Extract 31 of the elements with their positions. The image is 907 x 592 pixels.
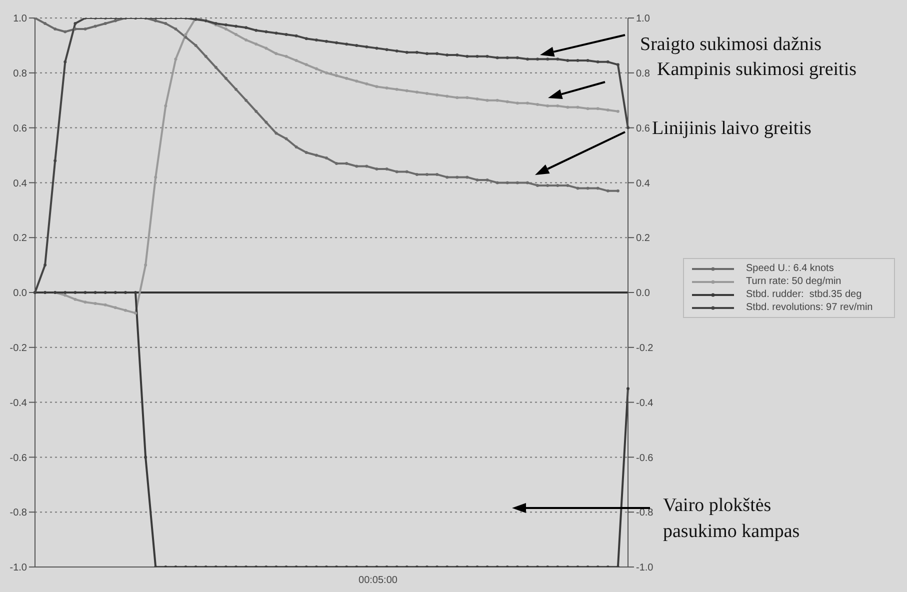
- y-tick-label: 0.8: [13, 68, 28, 80]
- y-tick-label: -0.2: [10, 342, 28, 354]
- y2-tick-label: -0.6: [636, 452, 654, 464]
- y-tick-label: 0.2: [13, 233, 28, 244]
- legend-label: Speed U.: 6.4 knots: [746, 263, 834, 274]
- y-tick-label: 0.4: [13, 178, 28, 190]
- legend-label: Turn rate: 50 deg/min: [746, 276, 842, 287]
- y-tick-label: -0.8: [10, 508, 28, 519]
- text: Linijinis laivo greitis: [652, 118, 812, 139]
- y-tick-label: -0.4: [10, 398, 28, 409]
- y-tick-label: -0.6: [10, 452, 28, 464]
- text: 00:05:00: [358, 575, 398, 586]
- y2-tick-label: -0.8: [636, 508, 654, 519]
- y2-tick-label: 0.2: [636, 233, 650, 244]
- text: Sraigto sukimosi dažnis: [640, 34, 822, 55]
- y2-tick-label: -0.2: [636, 342, 654, 354]
- y-tick-label: 1.0: [13, 14, 28, 25]
- text: Kampinis sukimosi greitis: [657, 59, 856, 80]
- text: Vairo plokštės pasukimo kampas: [663, 495, 800, 542]
- y-tick-label: 0.6: [13, 123, 28, 134]
- legend-label: Stbd. rudder: stbd.35 deg: [746, 289, 862, 300]
- legend-label: Stbd. revolutions: 97 rev/min: [746, 302, 873, 313]
- y2-tick-label: -0.4: [636, 398, 654, 409]
- y-tick-label: -1.0: [10, 562, 28, 574]
- y2-tick-label: 0.8: [636, 68, 650, 80]
- y2-tick-label: 0.4: [636, 178, 650, 190]
- y-tick-label: 0.0: [13, 288, 28, 300]
- y2-tick-label: 0.0: [636, 288, 650, 300]
- y2-tick-label: 0.6: [636, 123, 650, 134]
- y2-tick-label: 1.0: [636, 14, 650, 25]
- y2-tick-label: -1.0: [636, 562, 654, 574]
